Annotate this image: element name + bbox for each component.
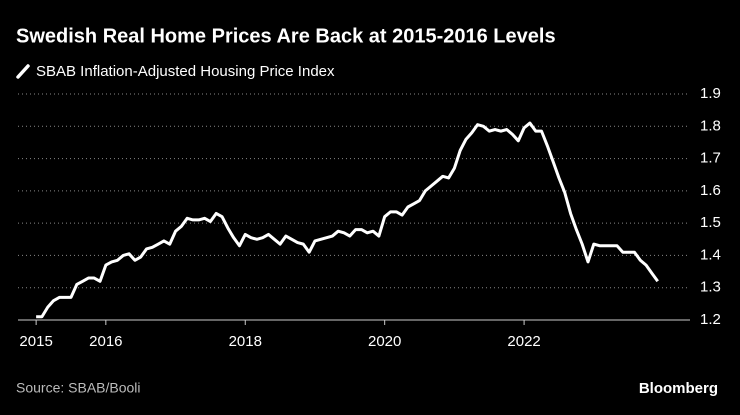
- x-tick-label: 2020: [368, 333, 401, 350]
- legend-swatch: [16, 64, 30, 79]
- legend-label: SBAB Inflation-Adjusted Housing Price In…: [36, 63, 335, 80]
- line: [36, 121, 659, 319]
- y-tick-label: 1.5: [700, 214, 721, 231]
- y-tick-label: 1.4: [700, 246, 721, 263]
- x-tick-label: 2018: [229, 333, 262, 350]
- x-tick-label: 2022: [507, 333, 540, 350]
- brand: Bloomberg: [639, 380, 718, 397]
- y-tick-label: 1.7: [700, 150, 721, 167]
- y-tick-label: 1.2: [700, 311, 721, 328]
- y-tick-label: 1.9: [700, 85, 721, 102]
- chart-title: Swedish Real Home Prices Are Back at 201…: [16, 25, 556, 47]
- source: Source: SBAB/Booli: [16, 380, 141, 396]
- x-tick-label: 2016: [89, 333, 122, 350]
- y-tick-label: 1.8: [700, 117, 721, 134]
- y-tick-label: 1.6: [700, 182, 721, 199]
- y-tick-label: 1.3: [700, 279, 721, 296]
- x-tick-label: 2015: [19, 333, 52, 350]
